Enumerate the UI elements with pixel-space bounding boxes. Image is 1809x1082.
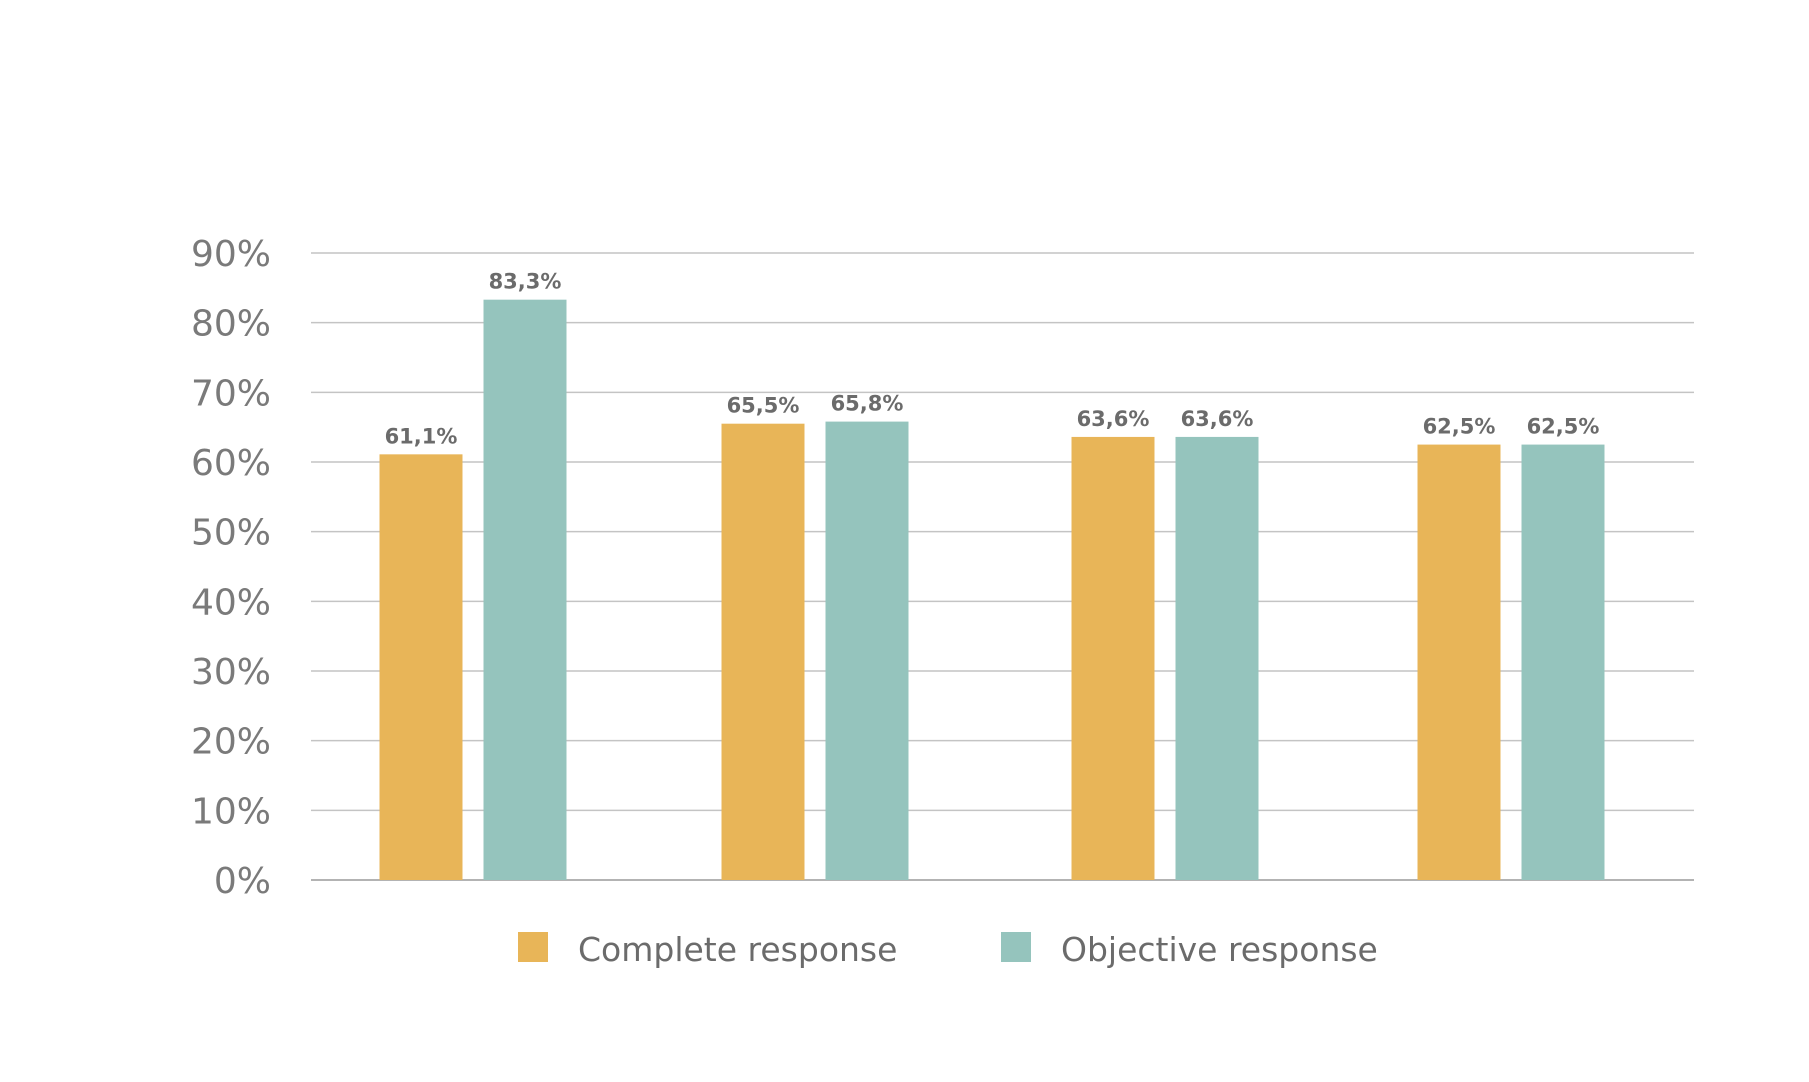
bar-objective-response bbox=[1175, 436, 1259, 880]
y-tick-label: 90% bbox=[191, 234, 271, 275]
legend-label: Objective response bbox=[1061, 930, 1378, 969]
y-tick-label: 60% bbox=[191, 443, 271, 484]
bars bbox=[379, 299, 1605, 881]
y-tick-label: 10% bbox=[191, 791, 271, 832]
y-tick-label: 50% bbox=[191, 513, 271, 554]
bar-value-label: 61,1% bbox=[385, 424, 458, 448]
legend-label: Complete response bbox=[578, 930, 897, 969]
y-tick-label: 20% bbox=[191, 722, 271, 763]
bar-complete-response bbox=[721, 423, 805, 880]
bar-complete-response bbox=[379, 454, 463, 880]
legend-swatch bbox=[1001, 932, 1031, 962]
bar-value-label: 65,5% bbox=[727, 394, 800, 418]
bar-complete-response bbox=[1071, 436, 1155, 880]
y-tick-label: 70% bbox=[191, 373, 271, 414]
y-tick-label: 0% bbox=[214, 861, 271, 902]
bar-objective-response bbox=[1521, 444, 1605, 880]
bar-value-label: 62,5% bbox=[1423, 415, 1496, 439]
bar-objective-response bbox=[483, 299, 567, 881]
y-tick-label: 80% bbox=[191, 304, 271, 345]
legend-swatch bbox=[518, 932, 548, 962]
bar-objective-response bbox=[825, 421, 909, 880]
legend: Complete response Objective response bbox=[518, 930, 1378, 969]
bar-value-label: 63,6% bbox=[1181, 407, 1254, 431]
bar-value-label: 62,5% bbox=[1527, 415, 1600, 439]
y-axis-ticks: 0% 10% 20% 30% 40% 50% 60% 70% 80% 90% bbox=[191, 234, 271, 902]
y-tick-label: 30% bbox=[191, 652, 271, 693]
bar-value-label: 83,3% bbox=[489, 270, 562, 294]
bar-value-label: 65,8% bbox=[831, 392, 904, 416]
bar-value-label: 63,6% bbox=[1077, 407, 1150, 431]
y-tick-label: 40% bbox=[191, 582, 271, 623]
data-labels: 61,1% 65,5% 63,6% 62,5% 83,3% 65,8% 63,6% 62,5% bbox=[385, 270, 1600, 449]
bar-complete-response bbox=[1417, 444, 1501, 880]
